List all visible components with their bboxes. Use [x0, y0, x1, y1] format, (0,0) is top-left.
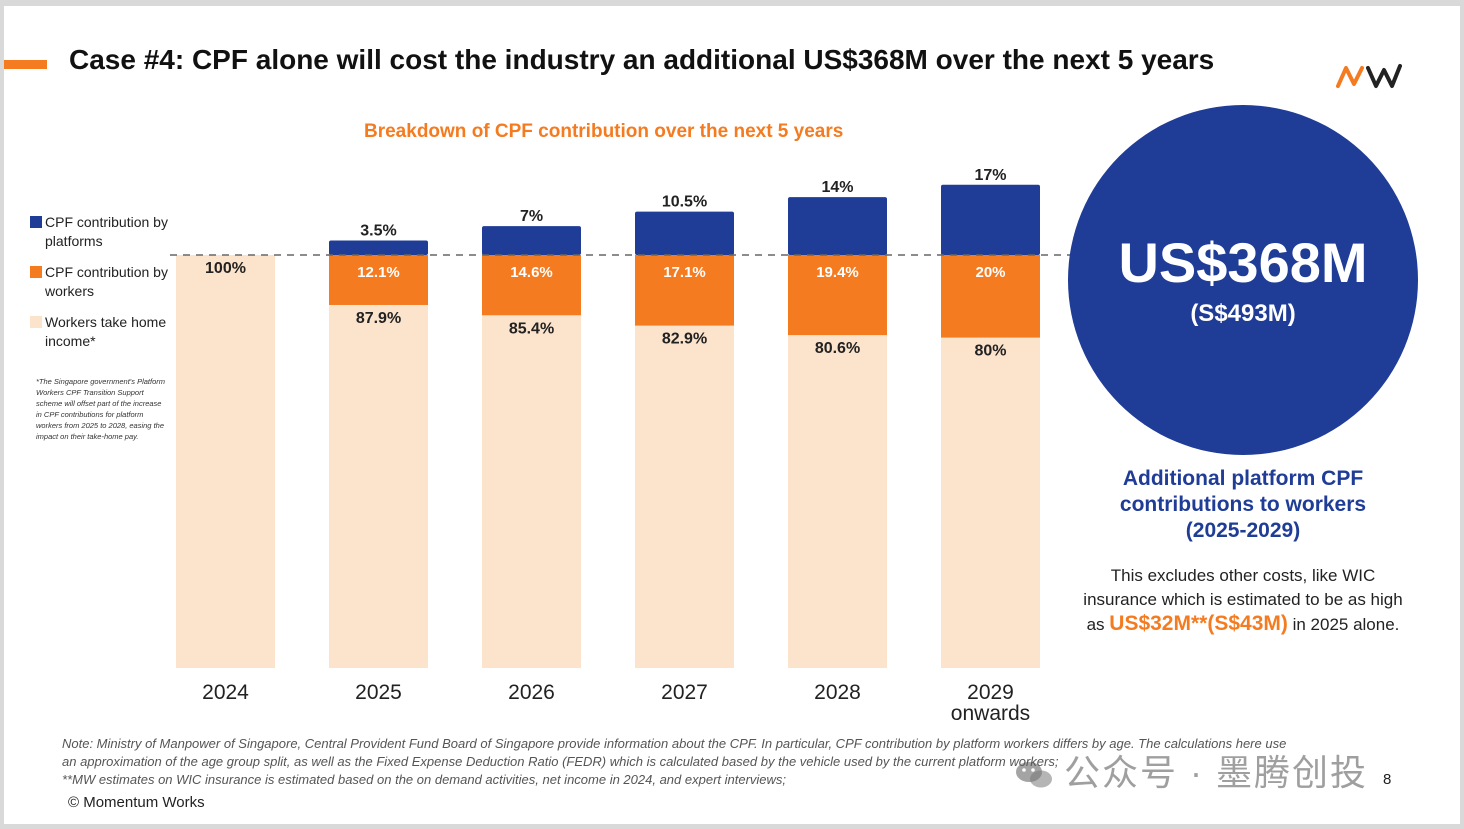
- legend-item-take-home: Workers take home income*: [30, 313, 170, 351]
- legend-item-workers: CPF contribution by workers: [30, 263, 170, 301]
- data-label-platform-cpf: 17%: [974, 167, 1006, 184]
- bar-workers-cpf: [329, 255, 428, 305]
- caption-line: contributions to workers: [1119, 493, 1367, 516]
- bar-workers-cpf: [788, 255, 887, 336]
- bar-platform-cpf: [482, 226, 581, 255]
- data-label-platform-cpf: 14%: [821, 179, 853, 196]
- exclusion-suffix: in 2025 alone.: [1287, 615, 1400, 634]
- bar-take-home: [941, 337, 1040, 668]
- exclusion-line: This excludes other costs, like WIC: [1110, 566, 1376, 585]
- bar-take-home: [482, 315, 581, 668]
- data-label-platform-cpf: 10.5%: [662, 194, 707, 211]
- x-tick-label: 2026: [508, 681, 555, 704]
- exclusion-line: insurance which is estimated to be as hi…: [1083, 590, 1403, 609]
- bar-platform-cpf: [788, 197, 887, 255]
- note-line: an approximation of the age group split,…: [62, 754, 1059, 769]
- total-cost-sgd: (S$493M): [1190, 300, 1296, 327]
- data-label-platform-cpf: 3.5%: [360, 223, 396, 240]
- data-label-take-home: 80.6%: [815, 340, 860, 357]
- data-label-take-home: 82.9%: [662, 331, 707, 348]
- page-number: 8: [1383, 771, 1392, 788]
- data-label-take-home: 87.9%: [356, 310, 401, 327]
- caption-line: Additional platform CPF: [1122, 467, 1364, 490]
- legend-label: CPF contribution by workers: [45, 264, 168, 299]
- data-label-workers-cpf: 12.1%: [357, 264, 400, 281]
- note-line: Note: Ministry of Manpower of Singapore,…: [62, 736, 1287, 751]
- exclusion-note: This excludes other costs, like WIC insu…: [1068, 564, 1418, 637]
- legend-swatch: [30, 216, 42, 228]
- legend-item-platforms: CPF contribution by platforms: [30, 213, 170, 251]
- bar-take-home: [635, 325, 734, 668]
- exclusion-line: as US$32M**(S$43M) in 2025 alone.: [1068, 612, 1418, 637]
- legend-label: Workers take home income*: [45, 314, 167, 349]
- bar-take-home: [176, 255, 275, 668]
- x-tick-label: 2025: [355, 681, 402, 704]
- x-tick-label: 2024: [202, 681, 249, 704]
- data-label-workers-cpf: 20%: [975, 264, 1005, 281]
- wic-cost-highlight: US$32M**(S$43M): [1109, 612, 1288, 635]
- total-cost-circle: [1068, 105, 1418, 455]
- data-label-platform-cpf: 7%: [520, 208, 543, 225]
- bar-workers-cpf: [482, 255, 581, 316]
- bar-platform-cpf: [941, 184, 1040, 255]
- data-label-take-home: 85.4%: [509, 320, 554, 337]
- x-tick-label: onwards: [951, 702, 1030, 725]
- watermark: 公众号 · 墨腾创投: [1014, 744, 1368, 796]
- data-label-workers-cpf: 17.1%: [663, 264, 706, 281]
- copyright: © Momentum Works: [68, 794, 205, 811]
- bar-workers-cpf: [635, 255, 734, 326]
- chart-legend: CPF contribution by platforms CPF contri…: [30, 213, 170, 363]
- exclusion-prefix: as: [1086, 615, 1110, 634]
- x-tick-label: 2027: [661, 681, 708, 704]
- x-tick-label: 2028: [814, 681, 861, 704]
- caption-line: (2025-2029): [1185, 519, 1301, 542]
- data-label-take-home: 100%: [205, 260, 246, 277]
- bar-workers-cpf: [941, 255, 1040, 338]
- slide-title: Case #4: CPF alone will cost the industr…: [69, 44, 1215, 75]
- momentum-works-logo-icon: [1336, 64, 1402, 88]
- source-note: Note: Ministry of Manpower of Singapore,…: [62, 735, 1422, 789]
- bar-platform-cpf: [635, 211, 734, 255]
- note-line: **MW estimates on WIC insurance is estim…: [62, 772, 787, 787]
- legend-swatch: [30, 316, 42, 328]
- data-label-workers-cpf: 14.6%: [510, 264, 553, 281]
- data-label-workers-cpf: 19.4%: [816, 264, 859, 281]
- legend-label: CPF contribution by platforms: [45, 214, 168, 249]
- wechat-icon: [1016, 762, 1052, 788]
- x-tick-label: 2029: [967, 681, 1014, 704]
- bar-take-home: [329, 304, 428, 668]
- accent-bar: [4, 60, 47, 69]
- bar-platform-cpf: [329, 240, 428, 255]
- footnote: *The Singapore government's Platform Wor…: [36, 377, 165, 441]
- legend-swatch: [30, 266, 42, 278]
- bar-take-home: [788, 335, 887, 668]
- data-label-take-home: 80%: [974, 343, 1006, 360]
- watermark-text: 公众号 · 墨腾创投: [1064, 752, 1368, 793]
- total-cost-value: US$368M: [1118, 231, 1368, 294]
- chart-title: Breakdown of CPF contribution over the n…: [364, 121, 844, 142]
- circle-caption: Additional platform CPF contributions to…: [1098, 466, 1388, 544]
